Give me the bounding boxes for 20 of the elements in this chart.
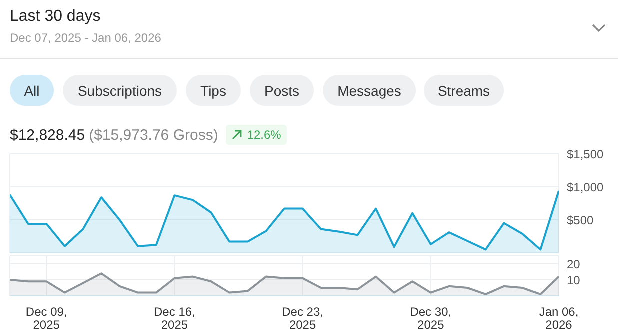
x-tick-label: Dec 16, 2025 [154, 305, 196, 329]
x-tick-label: Dec 09, 2025 [26, 305, 68, 329]
text: Messages [323, 75, 416, 106]
y-tick-label: 20 [567, 257, 581, 272]
text: ($15,973.76 Gross) [89, 126, 218, 144]
x-tick-label: Dec 23, 2025 [282, 305, 324, 329]
y-tick-label: 10 [567, 273, 581, 288]
text: $12,828.45 [10, 126, 86, 144]
text: 12.6% [226, 125, 288, 145]
x-tick-label: Dec 30, 2025 [410, 305, 452, 329]
chart-subtitle: Dec 07, 2025 - Jan 06, 2026 [10, 31, 162, 45]
y-tick-label: $500 [567, 213, 594, 228]
y-tick-label: $1,000 [567, 180, 604, 194]
text: Streams [424, 75, 504, 106]
text: Posts [250, 75, 314, 106]
chart-title: Last 30 days [10, 8, 101, 26]
x-tick-label: Jan 06, 2026 [539, 305, 579, 329]
text: All [10, 75, 54, 106]
text: Tips [186, 75, 241, 106]
text: Subscriptions [63, 75, 177, 106]
